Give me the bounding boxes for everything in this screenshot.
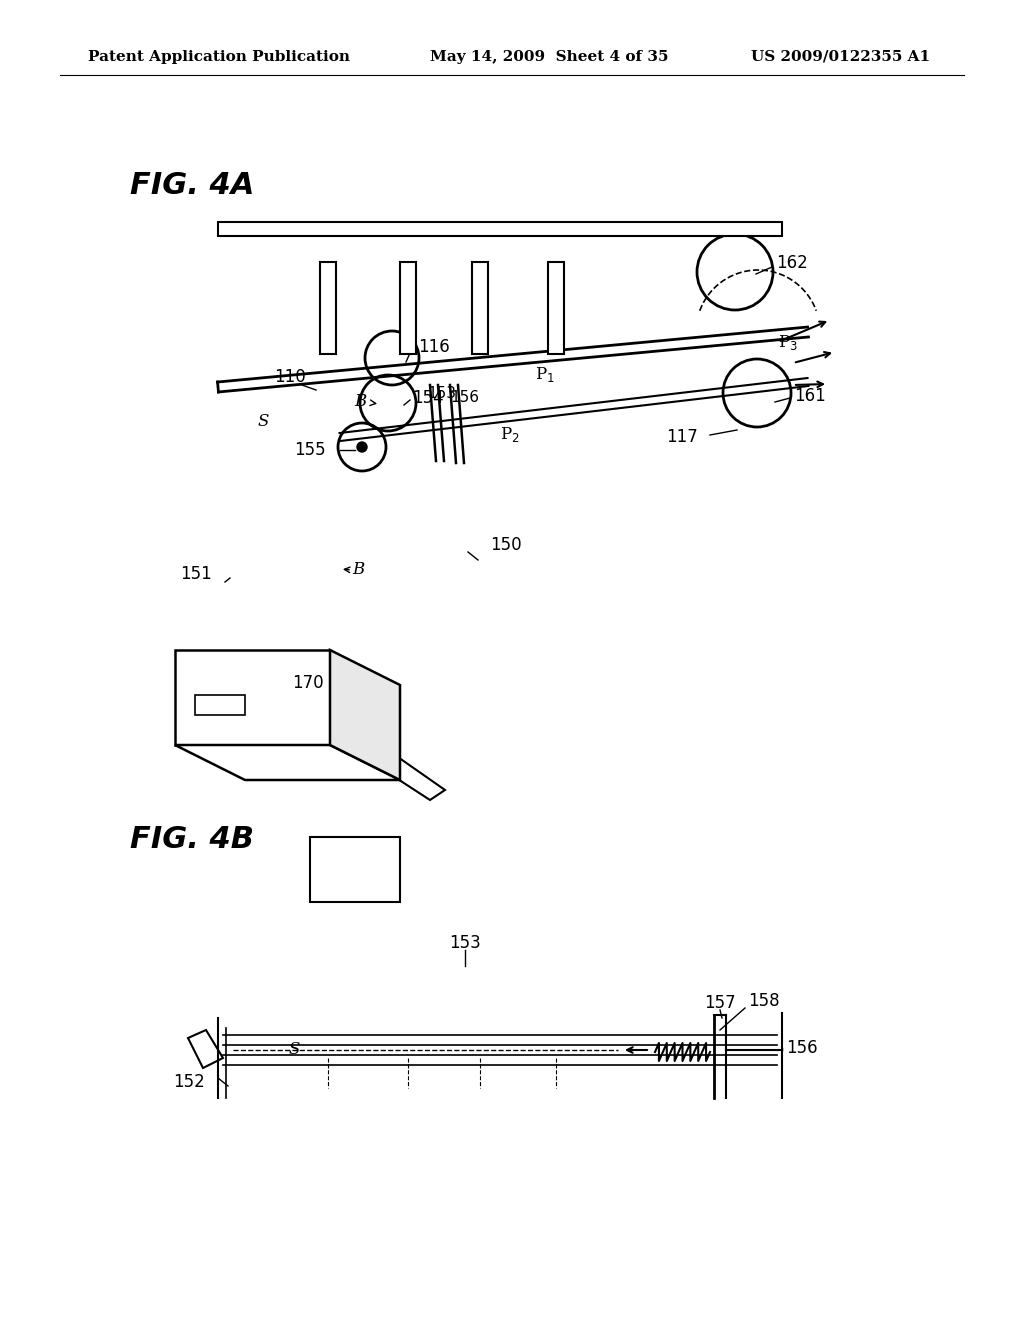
Text: 162: 162 <box>776 253 808 272</box>
Text: 158: 158 <box>748 993 779 1010</box>
Text: 156: 156 <box>786 1039 817 1057</box>
Text: 110: 110 <box>274 368 306 385</box>
Text: P$_2$: P$_2$ <box>500 425 519 445</box>
Text: 152: 152 <box>173 1073 205 1092</box>
Polygon shape <box>400 261 416 354</box>
Text: 156: 156 <box>450 391 479 405</box>
Text: US 2009/0122355 A1: US 2009/0122355 A1 <box>751 50 930 63</box>
Text: S: S <box>289 1041 300 1059</box>
Text: 153: 153 <box>450 935 481 952</box>
Text: 117: 117 <box>667 428 698 446</box>
Text: 170: 170 <box>292 675 324 692</box>
Polygon shape <box>175 744 400 780</box>
Polygon shape <box>472 261 488 354</box>
Text: 155: 155 <box>294 441 326 459</box>
Text: 151: 151 <box>180 565 212 583</box>
Text: 157: 157 <box>705 994 736 1012</box>
Polygon shape <box>548 261 564 354</box>
Text: 153: 153 <box>427 385 456 400</box>
Polygon shape <box>330 719 445 800</box>
Text: P$_1$: P$_1$ <box>535 366 555 384</box>
Polygon shape <box>175 649 330 744</box>
Text: P$_3$: P$_3$ <box>778 333 798 351</box>
Text: Patent Application Publication: Patent Application Publication <box>88 50 350 63</box>
Text: May 14, 2009  Sheet 4 of 35: May 14, 2009 Sheet 4 of 35 <box>430 50 669 63</box>
Text: 150: 150 <box>490 536 521 554</box>
Polygon shape <box>319 261 336 354</box>
Polygon shape <box>310 837 400 902</box>
Polygon shape <box>218 222 782 236</box>
Text: 116: 116 <box>418 338 450 356</box>
Text: 154: 154 <box>412 389 443 407</box>
Text: 161: 161 <box>794 387 825 405</box>
Polygon shape <box>330 649 400 780</box>
Text: B: B <box>352 561 365 578</box>
Text: FIG. 4A: FIG. 4A <box>130 170 254 199</box>
Circle shape <box>357 442 367 451</box>
Text: S: S <box>257 413 268 430</box>
Text: FIG. 4B: FIG. 4B <box>130 825 254 854</box>
Text: B: B <box>354 393 367 411</box>
